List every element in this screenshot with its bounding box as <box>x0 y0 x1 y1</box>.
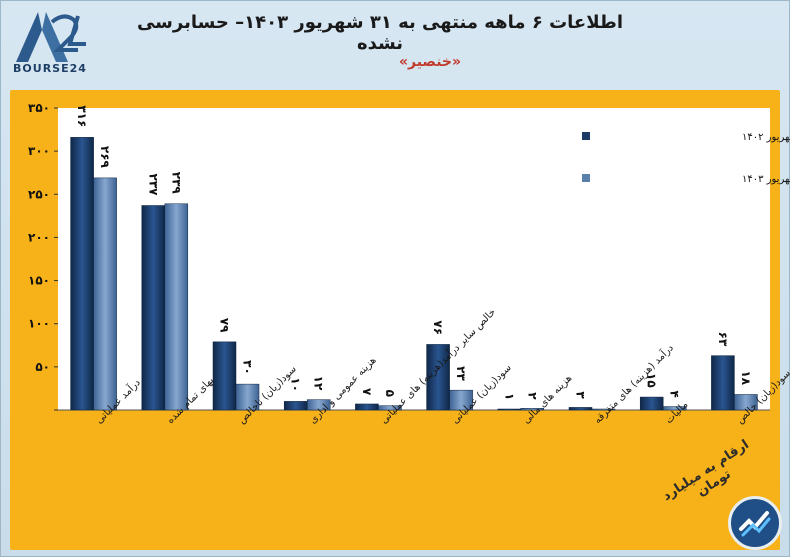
bar-1402 <box>141 205 166 411</box>
data-label: ۲۳۷ <box>146 174 160 197</box>
legend-label-1403: عملکرد منتهی به شهریور ۱۴۰۳ <box>742 174 790 185</box>
data-label: ۲۳۹ <box>169 172 183 195</box>
data-label: ۷۶ <box>431 320 445 335</box>
bar-1402 <box>568 407 593 411</box>
bar-1403 <box>93 177 117 411</box>
data-label: ۷ <box>360 388 374 396</box>
bar-1403 <box>591 408 616 411</box>
page-title: اطلاعات ۶ ماهه منتهی به ۳۱ شهریور ۱۴۰۳– … <box>136 12 624 54</box>
data-label: ۵ <box>383 390 397 397</box>
bar-1403 <box>378 405 402 411</box>
bar-1402 <box>283 401 308 411</box>
data-label: ۲۳ <box>454 366 468 381</box>
bar-1402 <box>355 403 379 411</box>
data-label: ۷۹ <box>218 318 232 333</box>
data-label: ۱۲ <box>312 376 326 391</box>
y-tick-label: ۱۵۰ <box>28 274 50 288</box>
data-label: ۴ <box>668 391 682 398</box>
data-label: ۱۸ <box>739 370 753 385</box>
data-label: ۲۶۹ <box>98 146 112 169</box>
bar-1402 <box>426 344 450 411</box>
bar-1402 <box>711 355 735 411</box>
chart-trend-logo-icon <box>728 496 782 550</box>
bar-1403 <box>449 389 473 411</box>
data-label: ۱ <box>502 393 516 400</box>
legend-swatch-1402 <box>582 132 590 140</box>
bar-1403 <box>734 394 758 411</box>
y-tick-label: ۲۵۰ <box>28 187 50 201</box>
y-tick-label: ۲۰۰ <box>28 230 50 244</box>
y-tick-label: ۵۰ <box>35 360 50 374</box>
bourse24-logo-icon <box>16 12 86 62</box>
data-label: ۳ <box>574 391 588 399</box>
data-label: ۱۵ <box>645 373 659 388</box>
page-subtitle: «خنصیر» <box>398 54 462 70</box>
bar-1403 <box>306 399 331 411</box>
bar-1403 <box>164 203 189 411</box>
bar-1402 <box>70 137 94 411</box>
logo-text: BOURSE24 <box>13 62 87 75</box>
bar-1403 <box>520 408 545 411</box>
data-label: ۲ <box>525 392 539 400</box>
y-tick-label: ۱۰۰ <box>28 317 50 331</box>
bar-1402 <box>497 408 522 411</box>
data-label: ۱۰ <box>289 377 303 392</box>
legend-label-1402: عملکرد منتهی به شهریور ۱۴۰۲ <box>742 132 790 143</box>
bar-1403 <box>662 406 687 411</box>
bar-1402 <box>212 341 237 411</box>
y-tick-label: ۳۰۰ <box>28 144 50 158</box>
y-tick-label: ۳۵۰ <box>28 101 50 115</box>
data-label: ۳۱۶ <box>75 105 89 127</box>
bar-1403 <box>235 383 260 411</box>
bar-1402 <box>639 396 664 411</box>
legend-swatch-1403 <box>582 174 590 182</box>
data-label: ۶۳ <box>716 332 730 347</box>
data-label: ۳۰ <box>241 360 255 375</box>
